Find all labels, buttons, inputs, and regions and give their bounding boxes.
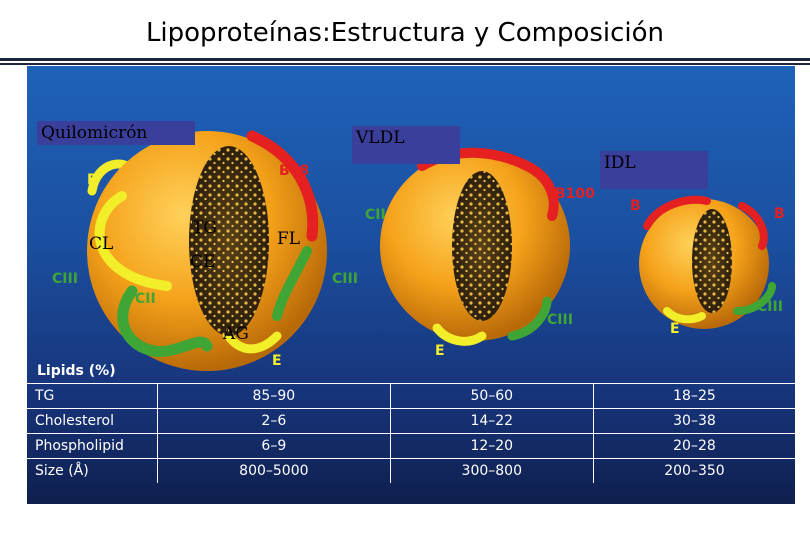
title-rule (0, 58, 810, 61)
table-row: TG 85–90 50–60 18–25 (27, 383, 795, 409)
table-cell: 200–350 (593, 458, 795, 483)
table-cell: 20–28 (593, 433, 795, 459)
table-header: Lipids (%) (37, 363, 116, 379)
row-label: TG (27, 383, 158, 409)
ce-label: CE (190, 252, 216, 272)
table-cell: 300–800 (390, 458, 594, 483)
apo-b100-label: B100 (555, 186, 595, 202)
lipid-composition-table: Lipids (%) TG 85–90 50–60 18–25 Choleste… (27, 359, 795, 483)
row-label: Cholesterol (27, 408, 158, 434)
lipoprotein-illustration (87, 130, 776, 371)
table-cell: 85–90 (157, 383, 391, 409)
table-cell: 2–6 (157, 408, 391, 434)
idl-particle (639, 195, 776, 329)
apo-b-idl-left-label: B (630, 198, 641, 214)
apo-e-vldl-label: E (435, 343, 445, 359)
tg-label: TG (192, 218, 217, 238)
apo-e-idl-label: E (670, 321, 680, 337)
table-cell: 50–60 (390, 383, 594, 409)
apo-b-idl-right-label: B (774, 206, 785, 222)
table-header-row: Lipids (%) (27, 359, 795, 384)
apo-e-label: E (87, 172, 97, 188)
apo-cii-vldl-label: CII (365, 207, 386, 223)
table-row: Phospholipid 6–9 12–20 20–28 (27, 433, 795, 459)
vldl-label: VLDL (352, 126, 460, 164)
apo-ciii-vldl-label: CIII (547, 312, 573, 328)
table-cell: 14–22 (390, 408, 594, 434)
table-cell: 6–9 (157, 433, 391, 459)
table-row: Cholesterol 2–6 14–22 30–38 (27, 408, 795, 434)
fl-label: FL (277, 229, 301, 249)
title-rule-secondary (0, 63, 810, 65)
apo-ciii-idl-label: CIII (757, 299, 783, 315)
table-row: Size (Å) 800–5000 300–800 200–350 (27, 458, 795, 483)
ag-label: AG (223, 324, 249, 344)
apo-e-bottom-label: E (272, 353, 282, 369)
page-title: Lipoproteínas:Estructura y Composición (145, 18, 665, 48)
cl-label: CL (89, 234, 114, 254)
table-cell: 18–25 (593, 383, 795, 409)
apo-b48-label: B48 (279, 163, 310, 179)
row-label: Phospholipid (27, 433, 158, 459)
vldl-particle (380, 147, 570, 346)
idl-label: IDL (600, 151, 708, 189)
table-cell: 800–5000 (157, 458, 391, 483)
apo-cii-label: CII (135, 291, 156, 307)
chylomicron-label: Quilomicrón (37, 121, 195, 145)
chylomicron-particle (87, 130, 327, 371)
row-label: Size (Å) (27, 458, 158, 483)
table-cell: 12–20 (390, 433, 594, 459)
apo-ciii-right-label: CIII (332, 271, 358, 287)
table-cell: 30–38 (593, 408, 795, 434)
diagram-panel: Quilomicrón TG CE AG CL FL E B48 CIII CI… (27, 66, 795, 504)
apo-ciii-label: CIII (52, 271, 78, 287)
